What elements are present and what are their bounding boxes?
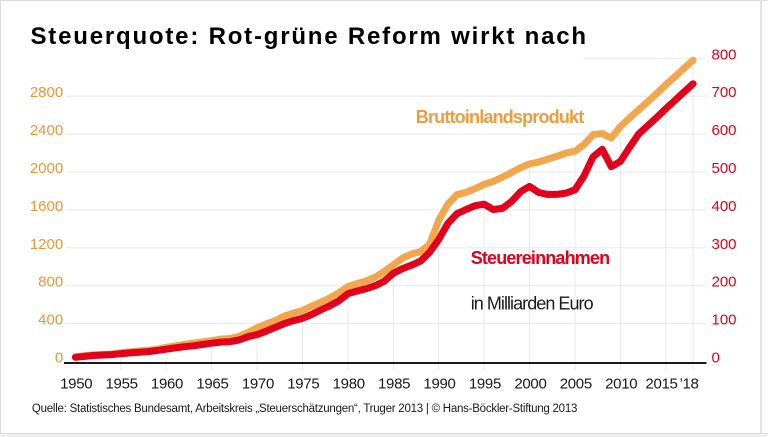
svg-text:200: 200 bbox=[712, 274, 737, 291]
svg-text:2400: 2400 bbox=[30, 122, 63, 139]
svg-text:2000: 2000 bbox=[30, 160, 63, 177]
svg-text:1980: 1980 bbox=[333, 376, 365, 393]
svg-text:800: 800 bbox=[38, 274, 63, 291]
svg-text:Bruttoinlandsprodukt: Bruttoinlandsprodukt bbox=[416, 107, 584, 127]
svg-text:1200: 1200 bbox=[30, 236, 63, 253]
svg-text:1995: 1995 bbox=[469, 376, 501, 393]
svg-text:1990: 1990 bbox=[423, 376, 455, 393]
svg-text:100: 100 bbox=[712, 312, 737, 329]
svg-text:2005: 2005 bbox=[560, 376, 592, 393]
svg-text:2000: 2000 bbox=[514, 376, 546, 393]
svg-text:1960: 1960 bbox=[151, 376, 183, 393]
svg-text:1985: 1985 bbox=[378, 376, 410, 393]
svg-text:1975: 1975 bbox=[287, 376, 319, 393]
svg-text:700: 700 bbox=[712, 84, 737, 101]
svg-text:’18: ’18 bbox=[679, 376, 698, 393]
svg-text:Quelle: Statistisches Bundesam: Quelle: Statistisches Bundesamt, Arbeits… bbox=[32, 403, 577, 415]
svg-text:1965: 1965 bbox=[196, 376, 228, 393]
svg-text:Steuerquote: Rot-grüne Reform: Steuerquote: Rot-grüne Reform wirkt nach bbox=[31, 23, 588, 50]
svg-text:1600: 1600 bbox=[30, 198, 63, 215]
svg-text:300: 300 bbox=[712, 236, 737, 253]
svg-text:0: 0 bbox=[712, 350, 720, 367]
svg-text:800: 800 bbox=[712, 46, 737, 63]
svg-text:600: 600 bbox=[712, 122, 737, 139]
svg-text:1970: 1970 bbox=[242, 376, 274, 393]
svg-text:1950: 1950 bbox=[60, 376, 92, 393]
svg-text:400: 400 bbox=[712, 198, 737, 215]
svg-text:Steuereinnahmen: Steuereinnahmen bbox=[471, 248, 610, 268]
svg-text:2010: 2010 bbox=[605, 376, 637, 393]
svg-text:0: 0 bbox=[55, 350, 63, 367]
svg-text:2015: 2015 bbox=[645, 376, 677, 393]
svg-text:400: 400 bbox=[38, 312, 63, 329]
svg-text:in Milliarden Euro: in Milliarden Euro bbox=[471, 293, 594, 313]
svg-text:2800: 2800 bbox=[30, 84, 63, 101]
svg-text:500: 500 bbox=[712, 160, 737, 177]
svg-text:1955: 1955 bbox=[106, 376, 138, 393]
